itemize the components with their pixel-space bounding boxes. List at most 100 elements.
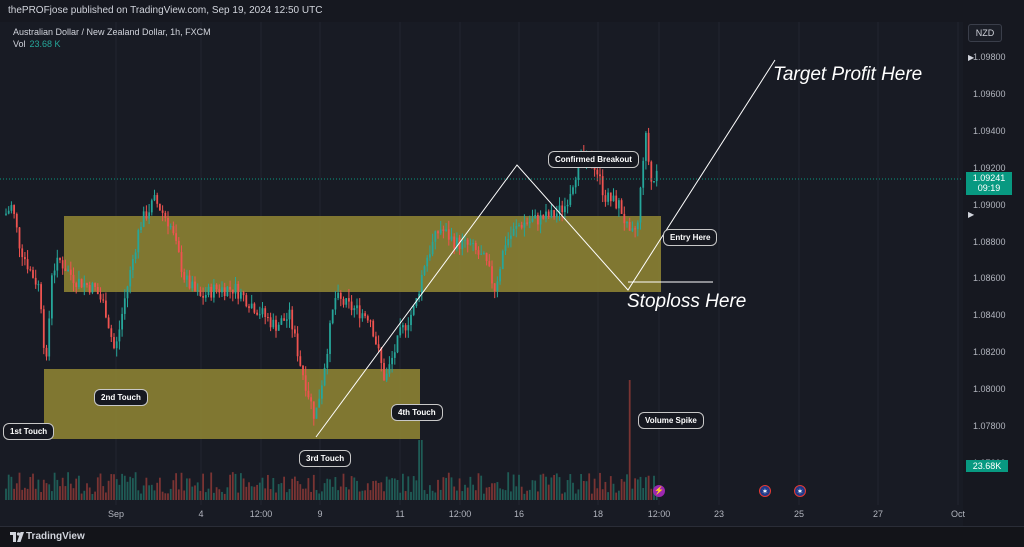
- volume-bar: [396, 479, 399, 500]
- candle-body: [250, 303, 253, 309]
- volume-bar: [550, 477, 553, 500]
- volume-bar: [194, 485, 196, 500]
- volume-bar: [404, 491, 407, 500]
- scroll-arrow-icon[interactable]: ▶: [968, 210, 975, 219]
- au-flag-event-icon-2[interactable]: ✶: [794, 485, 806, 497]
- candle-body: [307, 390, 310, 398]
- scroll-up-arrow-icon[interactable]: ▶: [968, 53, 975, 62]
- candle-body: [272, 319, 275, 328]
- candle-body: [623, 213, 626, 224]
- volume-bar: [426, 493, 429, 500]
- volume-bar: [510, 491, 512, 500]
- volume-bar: [294, 476, 296, 500]
- candle-body: [183, 271, 186, 280]
- date-tick: 23: [713, 509, 725, 519]
- candle-body: [169, 226, 172, 228]
- candle-body: [507, 238, 510, 246]
- volume-bar: [7, 474, 10, 500]
- candle-body: [534, 214, 537, 219]
- volume-bar: [339, 486, 342, 500]
- candle-body: [393, 352, 396, 358]
- candle-body: [366, 316, 369, 321]
- price-chart[interactable]: [0, 0, 963, 526]
- candle-body: [115, 341, 118, 349]
- date-tick: 12:00: [647, 509, 671, 519]
- volume-bar: [213, 492, 215, 500]
- volume-bar: [280, 483, 283, 500]
- volume-bar: [296, 481, 299, 500]
- volume-bar: [248, 482, 250, 500]
- candle-body: [437, 231, 439, 234]
- volume-bar: [245, 486, 248, 500]
- candle-body: [5, 213, 7, 215]
- candle-body: [326, 353, 329, 368]
- tradingview-logo-icon: [10, 532, 24, 542]
- volume-bar: [180, 472, 183, 500]
- candle-body: [156, 195, 159, 204]
- candle-body: [123, 298, 126, 314]
- date-tick: 16: [513, 509, 525, 519]
- volume-bar: [56, 479, 59, 500]
- volume-bar: [561, 493, 564, 500]
- volume-bar: [32, 473, 34, 500]
- candle-body: [388, 364, 391, 374]
- candle-body: [140, 226, 142, 231]
- volume-bar: [53, 472, 56, 500]
- candle-body: [191, 281, 194, 289]
- volume-bar: [304, 488, 307, 500]
- volume-bar: [620, 479, 623, 500]
- price-tick: 1.07800: [973, 421, 1006, 431]
- candle-body: [639, 187, 642, 223]
- volume-bar: [485, 487, 488, 500]
- currency-button[interactable]: NZD: [968, 24, 1002, 42]
- candle-body: [277, 324, 280, 331]
- candle-body: [213, 284, 215, 298]
- volume-bar: [618, 490, 620, 500]
- volume-bar: [477, 473, 480, 500]
- candle-body: [634, 228, 636, 230]
- au-flag-event-icon[interactable]: ✶: [759, 485, 771, 497]
- candle-body: [48, 318, 51, 357]
- candle-body: [199, 290, 202, 296]
- volume-bar: [345, 487, 348, 500]
- volume-bar: [148, 485, 150, 500]
- volume-bar: [302, 488, 304, 500]
- last-price-label: 1.09241 09:19: [966, 172, 1012, 195]
- candle-body: [604, 195, 607, 202]
- volume-bar: [534, 480, 537, 500]
- volume-bar: [115, 479, 118, 500]
- date-tick: 12:00: [448, 509, 472, 519]
- lightning-event-icon[interactable]: ⚡: [653, 485, 665, 497]
- volume-bar: [18, 472, 21, 500]
- candle-body: [142, 211, 145, 227]
- volume-bar: [555, 473, 558, 500]
- candle-body: [51, 275, 53, 319]
- candle-body: [7, 210, 10, 214]
- candle-body: [296, 333, 299, 357]
- volume-bar: [539, 474, 542, 500]
- candle-body: [364, 313, 366, 317]
- candle-body: [118, 329, 121, 342]
- candle-body: [75, 283, 78, 287]
- volume-bar: [199, 490, 202, 500]
- volume-bar: [439, 489, 442, 500]
- volume-bar: [21, 489, 24, 500]
- candle-body: [628, 222, 631, 231]
- candle-body: [450, 236, 453, 240]
- volume-bar: [645, 477, 647, 500]
- candle-body: [547, 211, 550, 217]
- candle-body: [564, 206, 566, 213]
- candle-body: [464, 239, 466, 241]
- candle-body: [607, 192, 609, 202]
- volume-bar: [315, 489, 318, 500]
- volume-bar: [377, 482, 380, 500]
- date-tick: 18: [592, 509, 604, 519]
- candle-body: [423, 266, 426, 275]
- volume-bar: [75, 478, 78, 500]
- volume-bar: [566, 480, 569, 500]
- volume-bar: [183, 490, 186, 500]
- candle-body: [283, 318, 285, 321]
- brand-name: TradingView: [26, 531, 85, 542]
- volume-bar: [210, 472, 213, 500]
- price-axis[interactable]: 1.09800 1.09600 1.09400 1.09200 1.09000 1.088…: [963, 22, 1024, 526]
